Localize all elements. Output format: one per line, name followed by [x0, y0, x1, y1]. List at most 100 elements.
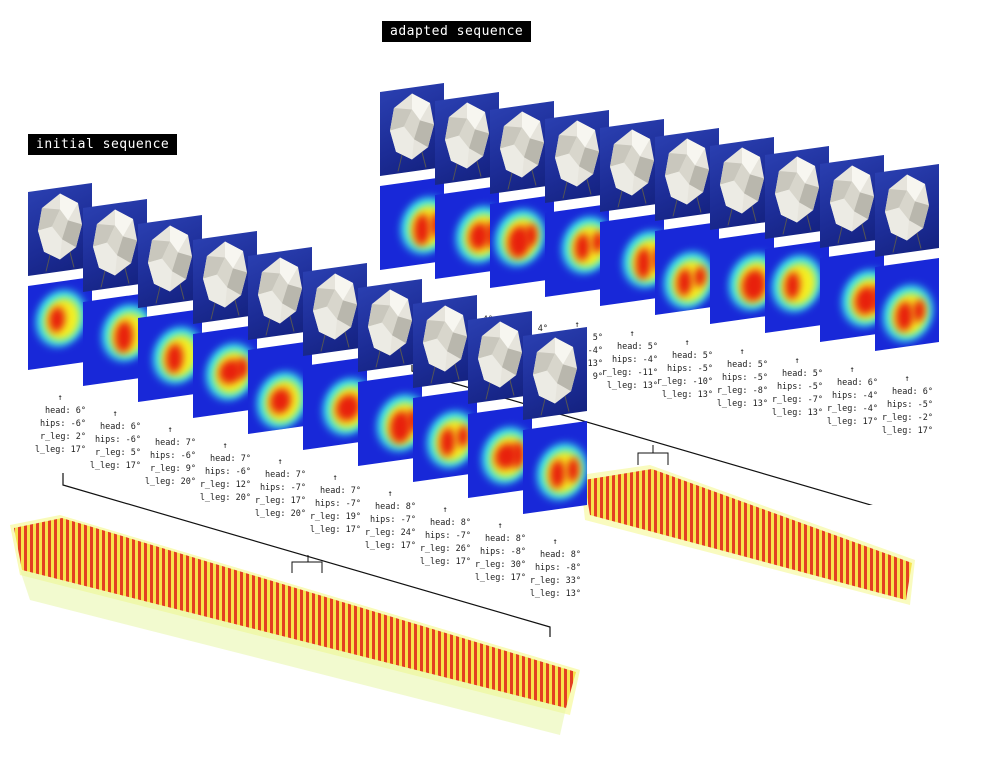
r-leg-angle: r_leg: 2°	[39, 432, 86, 442]
r-leg-angle: r_leg: 9°	[149, 464, 196, 474]
initial-frame	[193, 231, 257, 418]
initial-frame	[523, 327, 587, 514]
r-leg-angle: r_leg: -7°	[771, 395, 823, 405]
initial-frame	[248, 247, 312, 434]
r-leg-angle: r_leg: -8°	[716, 386, 768, 396]
angle-arrow: ↑	[794, 356, 800, 366]
head-angle: head: 6°	[892, 387, 933, 397]
heatmap	[875, 258, 939, 351]
joint-angles: ↑ head: 8° hips: -7° r_leg: 26° l_leg: 17°	[401, 504, 471, 569]
head-angle: head: 6°	[100, 422, 141, 432]
object-photo	[545, 110, 609, 203]
l-leg-angle: l_leg: 17°	[364, 541, 416, 551]
l-leg-angle: l_leg: 17°	[881, 426, 933, 436]
l-leg-angle: l_leg: 17°	[89, 461, 141, 471]
l-leg-angle: l_leg: 20°	[199, 493, 251, 503]
angle-arrow: ↑	[904, 374, 910, 384]
hips-angle: hips: -5°	[776, 382, 823, 392]
hips-angle: hips: -6°	[94, 435, 141, 445]
head-angle: head: 6°	[837, 378, 878, 388]
head-angle: head: 7°	[320, 486, 361, 496]
hips-angle: hips: -6°	[204, 467, 251, 477]
object-photo	[28, 183, 92, 276]
initial-frame	[138, 215, 202, 402]
hips-angle: hips: -5°	[666, 364, 713, 374]
object-photo	[193, 231, 257, 324]
joint-angles: ↑ head: 5° hips: -5° r_leg: -8° l_leg: 13°	[698, 346, 768, 411]
r-leg-angle: r_leg: 17°	[254, 496, 306, 506]
l-leg-angle: l_leg: 20°	[144, 477, 196, 487]
joint-angles: ↑ head: 7° hips: -6° r_leg: 9° l_leg: 20°	[126, 424, 196, 489]
r-leg-angle: r_leg: 30°	[474, 560, 526, 570]
angle-arrow: ↑	[442, 505, 448, 515]
head-angle: head: 8°	[430, 518, 471, 528]
initial-bracket	[62, 473, 551, 637]
object-photo	[875, 164, 939, 257]
adapted-frame	[875, 164, 939, 351]
hips-angle: hips: -8°	[534, 563, 581, 573]
adapted-frame	[710, 137, 774, 324]
head-angle: head: 5°	[672, 351, 713, 361]
angle-arrow: ↑	[57, 393, 63, 403]
angle-arrow: ↑	[574, 320, 580, 330]
r-leg-angle: r_leg: 5°	[94, 448, 141, 458]
l-leg-angle: l_leg: 13°	[529, 589, 581, 599]
head-angle: head: 7°	[210, 454, 251, 464]
adapted-frame	[435, 92, 499, 279]
hips-angle: hips: -7°	[314, 499, 361, 509]
object-photo	[490, 101, 554, 194]
r-leg-angle: r_leg: -4°	[826, 404, 878, 414]
joint-angles: ↑ head: 5° hips: -4° r_leg: -11° l_leg: 13°	[588, 328, 658, 393]
angle-arrow: ↑	[739, 347, 745, 357]
angle-arrow: ↑	[112, 409, 118, 419]
l-leg-angle: l_leg: 17°	[826, 417, 878, 427]
object-photo	[523, 327, 587, 420]
adapted-frame	[490, 101, 554, 288]
hips-angle: hips: -7°	[259, 483, 306, 493]
l-leg-angle: l_leg: 13°	[661, 390, 713, 400]
r-leg-angle: r_leg: 12°	[199, 480, 251, 490]
object-photo	[358, 279, 422, 372]
adapted-frame	[380, 83, 444, 270]
head-angle: head: 5°	[782, 369, 823, 379]
angle-arrow: ↑	[387, 489, 393, 499]
l-leg-angle: l_leg: 13°	[771, 408, 823, 418]
adapted-frame	[820, 155, 884, 342]
r-leg-angle: r_leg: 26°	[419, 544, 471, 554]
joint-angles: ↑ head: 7° hips: -7° r_leg: 19° l_leg: 17°	[291, 472, 361, 537]
joint-angles: ↑ head: 8° hips: -7° r_leg: 24° l_leg: 17°	[346, 488, 416, 553]
angle-arrow: ↑	[849, 365, 855, 375]
object-photo	[468, 311, 532, 404]
object-photo	[303, 263, 367, 356]
angle-arrow: ↑	[629, 329, 635, 339]
r-leg-angle: r_leg: -11°	[601, 368, 658, 378]
r-leg-angle: r_leg: 33°	[529, 576, 581, 586]
joint-angles: ↑ head: 5° hips: -5° r_leg: -7° l_leg: 13°	[753, 355, 823, 420]
head-angle: head: 7°	[265, 470, 306, 480]
head-angle: head: 8°	[375, 502, 416, 512]
hips-angle: hips: -8°	[479, 547, 526, 557]
angle-arrow: ↑	[222, 441, 228, 451]
head-angle: head: 8°	[485, 534, 526, 544]
joint-angles: ↑ head: 8° hips: -8° r_leg: 33° l_leg: 13°	[511, 536, 581, 601]
initial-frame	[303, 263, 367, 450]
joint-angles: ↑ head: 7° hips: -6° r_leg: 12° l_leg: 20°	[181, 440, 251, 505]
adapted-frame	[655, 128, 719, 315]
joint-angles: ↑ head: 6° hips: -4° r_leg: -4° l_leg: 17°	[808, 364, 878, 429]
hips-angle: hips: -5°	[886, 400, 933, 410]
initial-frame	[28, 183, 92, 370]
initial-sequence-label: initial sequence	[28, 134, 178, 155]
object-photo	[248, 247, 312, 340]
angle-arrow: ↑	[167, 425, 173, 435]
joint-angles: ↑ head: 6° hips: -6° r_leg: 2° l_leg: 17°	[16, 392, 86, 457]
initial-frame	[413, 295, 477, 482]
r-leg-angle: r_leg: 24°	[364, 528, 416, 538]
head-angle: head: 5°	[727, 360, 768, 370]
adapted-frame	[600, 119, 664, 306]
joint-angles: ↑ head: 6° hips: -6° r_leg: 5° l_leg: 17°	[71, 408, 141, 473]
head-angle: head: 7°	[155, 438, 196, 448]
angle-arrow: ↑	[552, 537, 558, 547]
l-leg-angle: l_leg: 13°	[606, 381, 658, 391]
adapted-frame	[545, 110, 609, 297]
hips-angle: hips: -7°	[424, 531, 471, 541]
